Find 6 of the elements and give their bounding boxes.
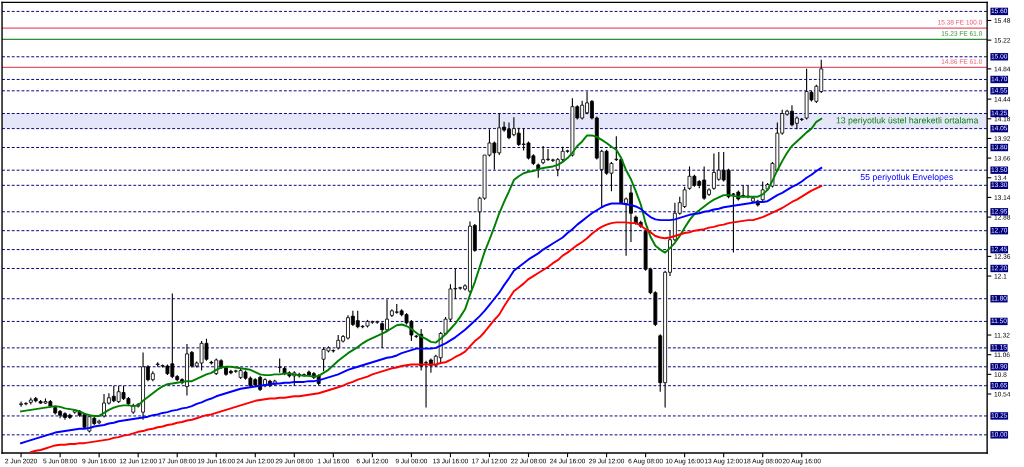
candlestick: [380, 321, 385, 349]
candlestick: [19, 401, 24, 408]
line-series: [20, 117, 823, 417]
candlestick: [541, 145, 546, 165]
series-label: 13 periyotluk üstel hareketli ortalama: [836, 116, 979, 126]
text: 55 periyotluk Envelopes: [860, 173, 953, 182]
